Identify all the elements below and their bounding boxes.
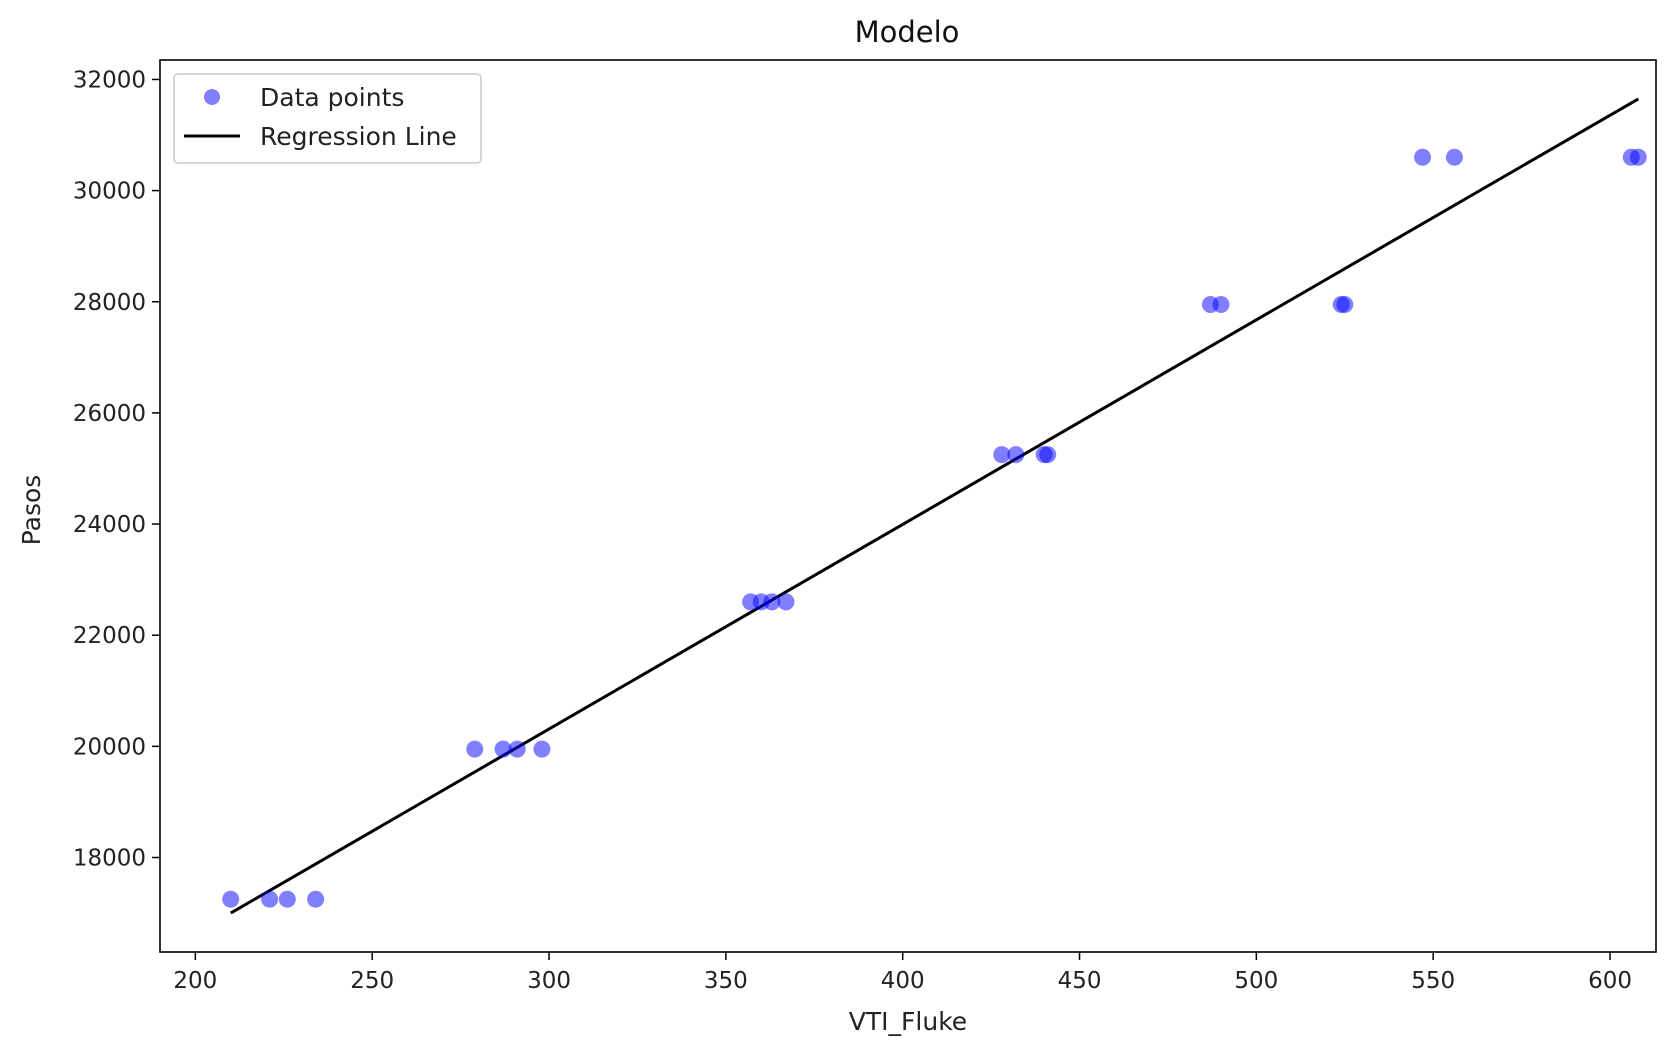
y-tick-label: 26000: [73, 401, 146, 427]
y-tick-label: 24000: [73, 512, 146, 538]
x-axis: 200 250 300 350 400 450 500 550 600: [173, 952, 1632, 994]
data-point: [777, 593, 795, 611]
x-tick-label: 350: [704, 968, 748, 994]
y-axis: 18000 20000 22000 24000 26000 28000 30000 32000: [73, 67, 160, 872]
x-tick-label: 600: [1588, 968, 1632, 994]
data-point: [763, 593, 781, 611]
data-point: [307, 890, 325, 908]
regression-line-layer: [229, 97, 1640, 915]
y-tick-label: 18000: [73, 846, 146, 872]
plot-area: [159, 59, 1657, 953]
data-point: [1039, 446, 1057, 464]
legend-box: [173, 73, 482, 164]
legend-label-regression-line: Regression Line: [260, 122, 457, 151]
data-point: [1445, 148, 1463, 166]
y-tick-label: 30000: [73, 179, 146, 205]
y-tick-label: 22000: [73, 623, 146, 649]
x-tick-label: 200: [173, 968, 217, 994]
x-tick-label: 300: [527, 968, 571, 994]
data-points-layer: [222, 148, 1647, 908]
y-tick-label: 20000: [73, 734, 146, 760]
data-point: [1414, 148, 1432, 166]
legend: Data points Regression Line: [173, 73, 482, 164]
x-tick-label: 250: [350, 968, 394, 994]
data-point: [993, 446, 1011, 464]
regression-line: [229, 97, 1640, 915]
x-tick-label: 450: [1058, 968, 1102, 994]
chart-title: Modelo: [855, 15, 960, 49]
data-point: [222, 890, 240, 908]
x-axis-label: VTI_Fluke: [849, 1007, 967, 1036]
data-point: [508, 740, 526, 758]
data-point: [466, 740, 484, 758]
legend-label-data-points: Data points: [260, 83, 404, 112]
y-tick-label: 32000: [73, 67, 146, 93]
data-point: [278, 890, 296, 908]
x-tick-label: 400: [881, 968, 925, 994]
y-tick-label: 28000: [73, 290, 146, 316]
y-axis-label: Pasos: [17, 475, 46, 546]
data-point: [1336, 296, 1354, 314]
data-point: [1007, 446, 1025, 464]
x-tick-label: 550: [1411, 968, 1455, 994]
legend-marker-data-points: [204, 89, 220, 105]
data-point: [533, 740, 551, 758]
data-point: [261, 890, 279, 908]
data-point: [1629, 148, 1647, 166]
data-point: [1212, 296, 1230, 314]
x-tick-label: 500: [1234, 968, 1278, 994]
data-point: [494, 740, 512, 758]
